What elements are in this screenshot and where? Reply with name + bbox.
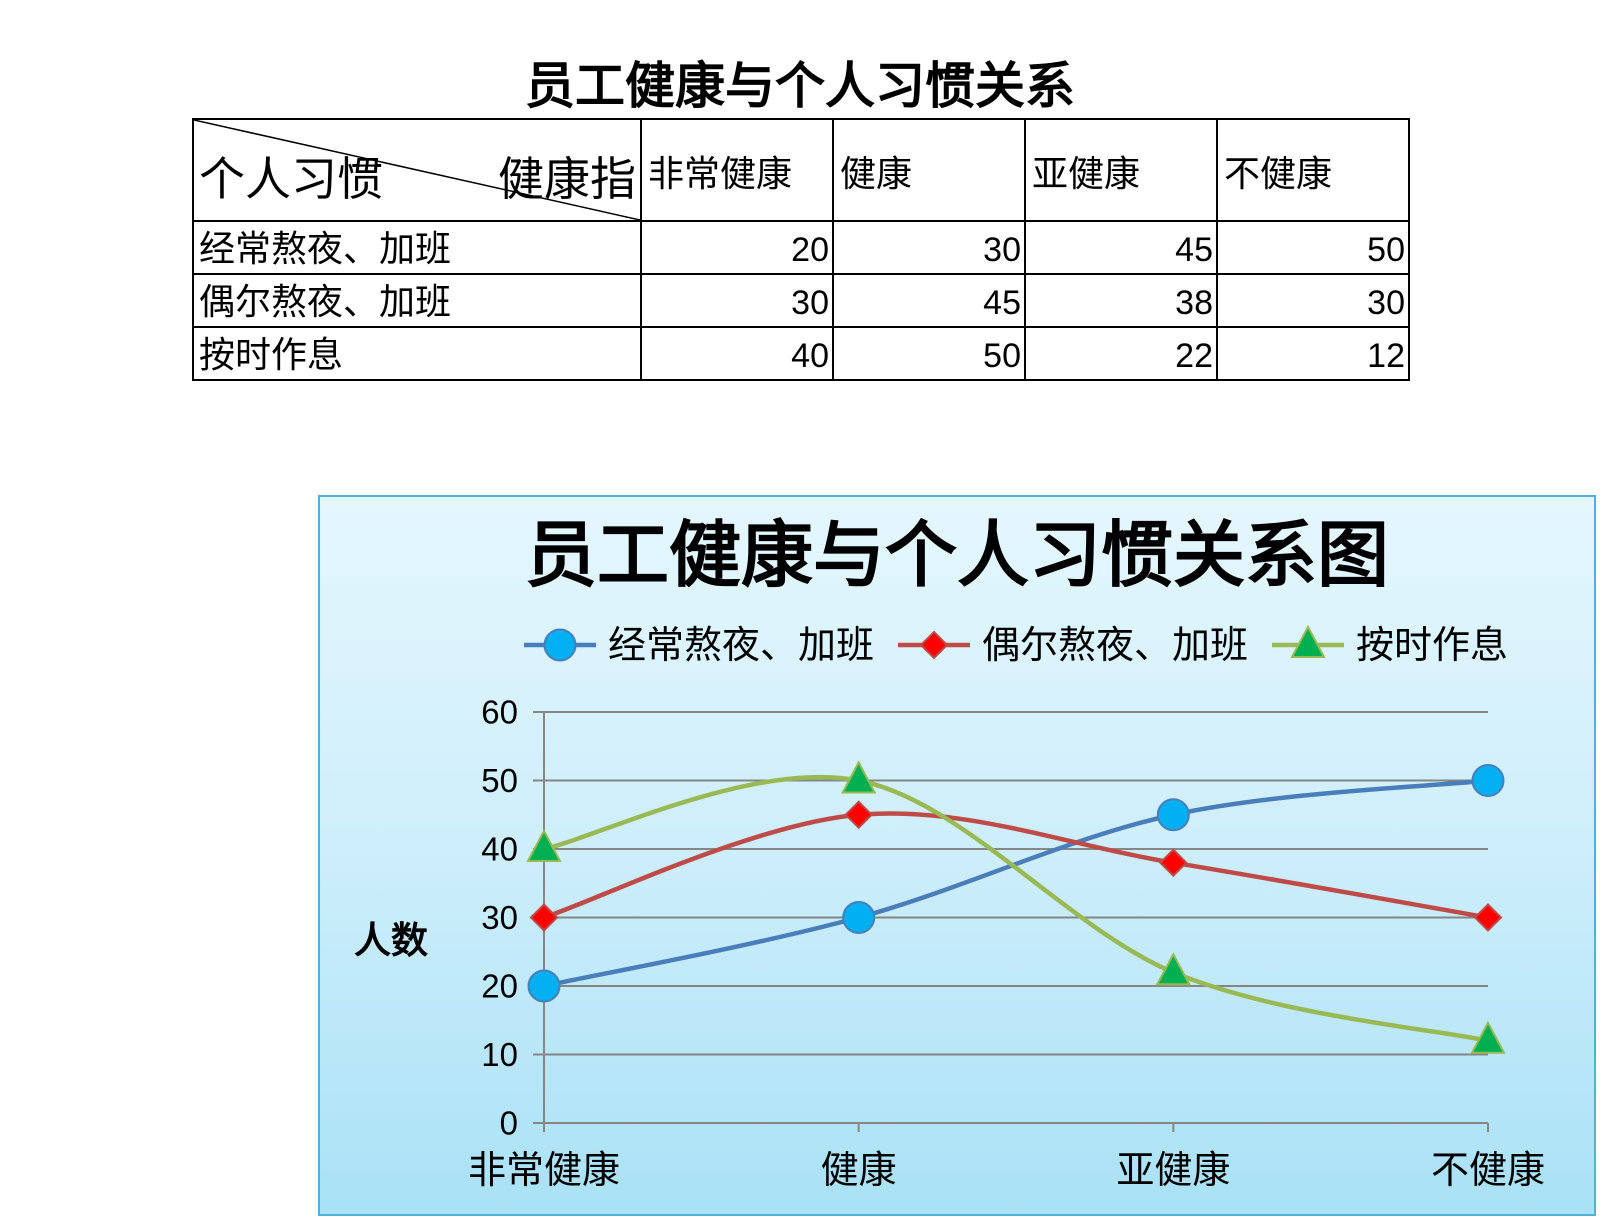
data-point[interactable] (527, 969, 561, 1003)
column-header-sub-healthy[interactable]: 亚健康 (1024, 118, 1218, 222)
y-tick-label: 50 (481, 762, 518, 799)
table-row: 按时作息 40 50 22 12 (192, 326, 1410, 381)
data-point[interactable] (1471, 764, 1505, 797)
row-label-frequent-late-nights[interactable]: 经常熬夜、加班 (192, 220, 642, 275)
x-tick-label: 健康 (821, 1148, 897, 1192)
legend-marker (543, 628, 577, 662)
data-point[interactable] (1470, 1020, 1506, 1054)
legend-label: 经常熬夜、加班 (607, 623, 874, 667)
legend-diamond-icon (897, 630, 970, 660)
data-point[interactable] (1156, 798, 1190, 832)
series-line[interactable] (541, 774, 1491, 1044)
legend-triangle-icon (1272, 625, 1344, 658)
data-point[interactable] (529, 903, 559, 932)
data-point[interactable] (1473, 903, 1503, 932)
value-cell[interactable]: 22 (1024, 326, 1218, 381)
data-point[interactable] (1158, 848, 1188, 878)
legend-marker (919, 630, 949, 660)
corner-header-cell[interactable]: 个人习惯 健康指 (192, 118, 642, 222)
legend-marker (1290, 625, 1326, 658)
value-cell[interactable]: 30 (1216, 273, 1410, 328)
row-label-occasional-late-nights[interactable]: 偶尔熬夜、加班 (192, 273, 642, 328)
value-cell[interactable]: 50 (1216, 220, 1410, 275)
y-tick-label: 0 (500, 1105, 518, 1142)
chart-title[interactable]: 员工健康与个人习惯关系图 (524, 512, 1389, 597)
series-line[interactable] (541, 811, 1491, 920)
data-point[interactable] (842, 901, 876, 934)
y-tick-label: 30 (481, 899, 518, 936)
legend-label: 按时作息 (1356, 623, 1509, 667)
y-tick-label: 40 (481, 831, 518, 868)
y-tick-label: 20 (481, 968, 518, 1005)
column-header-very-healthy[interactable]: 非常健康 (640, 118, 834, 222)
value-cell[interactable]: 38 (1024, 273, 1218, 328)
column-header-unhealthy[interactable]: 不健康 (1216, 118, 1410, 222)
value-cell[interactable]: 50 (832, 326, 1026, 381)
value-cell[interactable]: 30 (832, 220, 1026, 275)
legend-item[interactable]: 偶尔熬夜、加班 (897, 621, 1248, 669)
legend-circle-icon (523, 628, 596, 662)
data-point[interactable] (526, 828, 562, 862)
value-cell[interactable]: 40 (640, 326, 834, 381)
value-cell[interactable]: 20 (640, 220, 834, 275)
value-cell[interactable]: 45 (1024, 220, 1218, 275)
data-point[interactable] (844, 800, 874, 830)
data-table: 个人习惯 健康指 非常健康 健康 亚健康 不健康 经常熬夜、加班 20 30 4… (192, 118, 1410, 381)
column-header-healthy[interactable]: 健康 (832, 118, 1026, 222)
legend-label: 偶尔熬夜、加班 (981, 623, 1248, 667)
corner-column-header: 健康指 (498, 152, 636, 206)
plot-area[interactable]: 人数 0 10 20 30 40 50 60 非常健康 健康 亚健康 不健康 (318, 495, 1596, 1216)
value-cell[interactable]: 45 (832, 273, 1026, 328)
series-1[interactable] (527, 764, 1505, 1003)
y-tick-label: 60 (481, 694, 518, 731)
series-3[interactable] (526, 760, 1506, 1054)
row-label-regular-schedule[interactable]: 按时作息 (192, 326, 642, 381)
chart-legend[interactable]: 经常熬夜、加班 偶尔熬夜、加班 按时作息 (494, 621, 1538, 669)
table-header-row: 个人习惯 健康指 非常健康 健康 亚健康 不健康 (192, 118, 1410, 222)
chart-area[interactable]: 人数 0 10 20 30 40 50 60 非常健康 健康 亚健康 不健康 员工健康与个人习惯关系… (318, 495, 1596, 1216)
corner-header-box: 个人习惯 健康指 (195, 121, 639, 219)
x-tick-label: 不健康 (1431, 1148, 1545, 1192)
value-cell[interactable]: 30 (640, 273, 834, 328)
y-tick-label: 10 (481, 1036, 518, 1073)
y-axis-title[interactable]: 人数 (354, 918, 428, 962)
table-title[interactable]: 员工健康与个人习惯关系 (525, 56, 1075, 115)
corner-row-header: 个人习惯 (199, 152, 383, 206)
legend-item[interactable]: 按时作息 (1272, 621, 1508, 669)
legend-item[interactable]: 经常熬夜、加班 (523, 621, 874, 669)
data-point[interactable] (841, 760, 877, 794)
data-point[interactable] (1155, 952, 1191, 986)
series-2[interactable] (529, 800, 1503, 932)
x-tick-label: 亚健康 (1116, 1148, 1230, 1192)
series-line[interactable] (541, 778, 1491, 989)
diagonal-divider (195, 121, 639, 219)
table-row: 经常熬夜、加班 20 30 45 50 (192, 220, 1410, 275)
table-row: 偶尔熬夜、加班 30 45 38 30 (192, 273, 1410, 328)
x-tick-label: 非常健康 (468, 1148, 620, 1192)
value-cell[interactable]: 12 (1216, 326, 1410, 381)
